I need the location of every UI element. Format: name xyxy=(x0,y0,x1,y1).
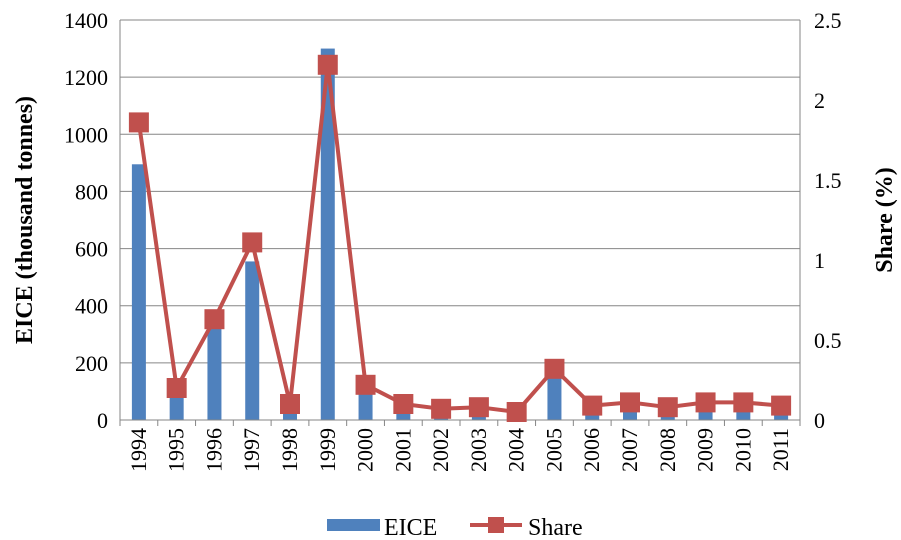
x-tick-label: 2006 xyxy=(579,428,604,472)
share-point-marker xyxy=(771,395,792,416)
y-left-tick-label: 0 xyxy=(97,408,108,433)
tick-labels: 0 200 400 600 800 1000 1200 1400 0 0.5 1 1.5 2 2.5 199… xyxy=(64,8,842,472)
x-tick-label: 2001 xyxy=(390,428,415,472)
x-tick-label: 1999 xyxy=(315,428,340,472)
share-point-marker xyxy=(544,358,565,379)
x-tick-label: 1998 xyxy=(277,428,302,472)
x-tick-label: 1994 xyxy=(126,428,151,472)
y-left-tick-label: 400 xyxy=(75,294,108,319)
y-left-tick-label: 600 xyxy=(75,237,108,262)
x-tick-label: 2005 xyxy=(541,428,566,472)
x-tick-label: 2011 xyxy=(768,428,793,471)
x-tick-label: 2003 xyxy=(466,428,491,472)
share-point-marker xyxy=(657,397,678,418)
share-line-series xyxy=(128,54,792,422)
share-point-marker xyxy=(506,402,527,422)
y-left-tick-label: 1000 xyxy=(64,122,108,147)
eice-bar xyxy=(547,372,562,420)
legend-eice-label: EICE xyxy=(384,515,437,540)
y-left-axis-title: EICE (thousand tonnes) xyxy=(12,96,38,344)
share-point-marker xyxy=(620,392,640,413)
y-left-tick-label: 1400 xyxy=(64,8,108,33)
y-right-axis-title: Share (%) xyxy=(872,167,898,273)
share-point-marker xyxy=(204,309,225,330)
share-point-marker xyxy=(468,397,489,418)
eice-bar xyxy=(320,48,335,420)
share-point-marker xyxy=(280,394,300,414)
share-point-marker xyxy=(242,232,263,253)
legend-share-label: Share xyxy=(528,515,583,540)
share-point-marker xyxy=(317,54,338,75)
x-tick-label: 2007 xyxy=(617,428,642,472)
eice-bar xyxy=(358,388,373,420)
share-point-marker xyxy=(695,392,716,413)
eice-bars xyxy=(131,48,789,420)
y-left-tick-label: 200 xyxy=(75,351,108,376)
x-tick-label: 2010 xyxy=(730,428,755,472)
y-right-tick-label: 0 xyxy=(814,408,825,433)
legend-share-marker xyxy=(488,517,504,533)
y-right-tick-label: 2.5 xyxy=(814,8,842,33)
share-line xyxy=(136,62,782,414)
share-point-marker xyxy=(128,112,149,133)
eice-bar xyxy=(245,261,260,420)
eice-bar xyxy=(396,408,411,420)
y-right-tick-label: 0.5 xyxy=(814,328,842,353)
x-tick-label: 1995 xyxy=(164,428,189,472)
y-right-tick-label: 1.5 xyxy=(814,168,842,193)
x-tick-label: 2002 xyxy=(428,428,453,472)
share-point-marker xyxy=(355,374,376,395)
y-right-tick-label: 1 xyxy=(814,248,825,273)
share-point-marker xyxy=(393,394,414,414)
x-tick-label: 1996 xyxy=(201,428,226,472)
share-point-marker xyxy=(582,395,603,416)
gridlines xyxy=(120,19,800,364)
share-point-marker xyxy=(431,398,452,419)
x-tick-label: 2009 xyxy=(693,428,718,472)
share-point-marker xyxy=(733,392,754,413)
x-tick-label: 2008 xyxy=(655,428,680,472)
legend: EICE Share xyxy=(327,515,583,540)
x-tick-label: 1997 xyxy=(239,428,264,472)
axes xyxy=(119,20,801,426)
y-left-tick-label: 1200 xyxy=(64,65,108,90)
eice-bar xyxy=(169,394,184,420)
share-point-marker xyxy=(166,378,187,398)
eice-bar xyxy=(131,164,146,420)
legend-eice-swatch xyxy=(327,519,380,531)
y-left-tick-label: 800 xyxy=(75,179,108,204)
eice-bar xyxy=(207,324,222,420)
y-right-tick-label: 2 xyxy=(814,88,825,113)
x-tick-label: 2004 xyxy=(504,428,529,472)
x-tick-label: 2000 xyxy=(353,428,378,472)
